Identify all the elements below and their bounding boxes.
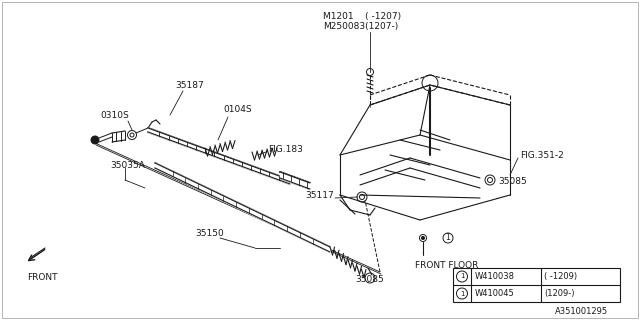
Text: FIG.183: FIG.183 <box>268 146 303 155</box>
Circle shape <box>422 236 424 239</box>
Bar <box>453 268 620 302</box>
Text: 35117: 35117 <box>305 190 333 199</box>
Text: 35085: 35085 <box>498 177 527 186</box>
Text: ( -1209): ( -1209) <box>544 272 577 281</box>
Text: 0104S: 0104S <box>223 106 252 115</box>
Text: FRONT FLOOR: FRONT FLOOR <box>415 260 478 269</box>
Circle shape <box>91 136 99 144</box>
Text: 1: 1 <box>445 234 451 243</box>
Text: W410038: W410038 <box>475 272 515 281</box>
Text: M250083(1207-): M250083(1207-) <box>323 22 398 31</box>
Circle shape <box>419 235 426 242</box>
Text: M1201    ( -1207): M1201 ( -1207) <box>323 12 401 21</box>
Text: 35035A: 35035A <box>110 161 145 170</box>
Text: FRONT: FRONT <box>27 274 58 283</box>
Text: (1209-): (1209-) <box>544 289 575 298</box>
Text: W410045: W410045 <box>475 289 515 298</box>
Text: 0310S: 0310S <box>100 110 129 119</box>
Text: 35085: 35085 <box>355 276 384 284</box>
Text: 35150: 35150 <box>195 228 224 237</box>
Text: 1: 1 <box>460 274 464 279</box>
Text: 1: 1 <box>460 291 464 297</box>
Text: 35187: 35187 <box>175 81 204 90</box>
Text: FIG.351-2: FIG.351-2 <box>520 150 564 159</box>
Text: A351001295: A351001295 <box>555 308 608 316</box>
